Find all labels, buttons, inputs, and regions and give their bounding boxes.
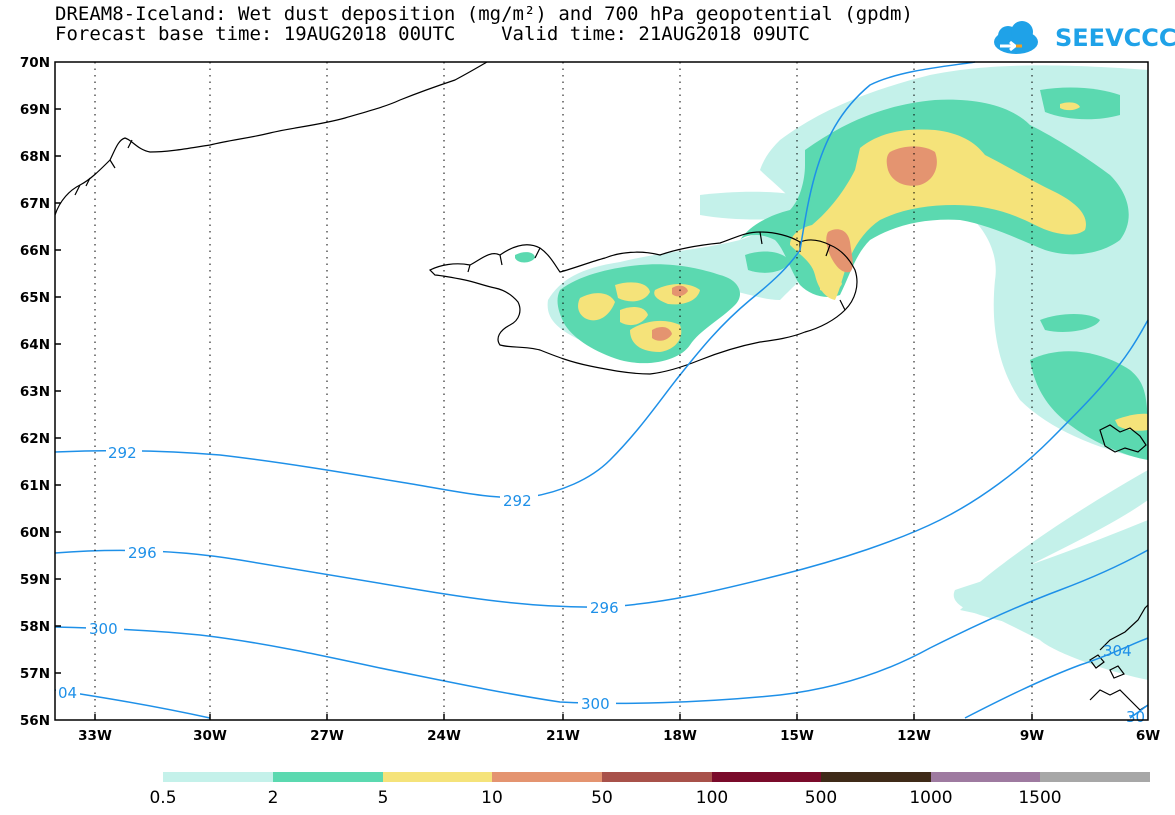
colorbar-label: 1500 bbox=[1018, 788, 1061, 808]
longitude-labels: 33W 30W 27W 24W 21W 18W 15W 12W 9W 6W bbox=[78, 728, 1160, 744]
contour-label: 30 bbox=[1126, 708, 1145, 726]
contour-label: 300 bbox=[581, 695, 610, 713]
geopotential-contours bbox=[54, 61, 1149, 719]
contour-label: 04 bbox=[58, 684, 77, 702]
contour-label: 296 bbox=[590, 599, 619, 617]
colorbar-swatch bbox=[1040, 772, 1150, 782]
colorbar-label: 10 bbox=[481, 788, 503, 808]
lon-label: 24W bbox=[427, 728, 461, 744]
contour-label: 292 bbox=[503, 492, 532, 510]
tick-marks bbox=[55, 108, 1033, 720]
lat-label: 56N bbox=[20, 713, 50, 729]
lon-label: 9W bbox=[1020, 728, 1044, 744]
lat-label: 58N bbox=[20, 619, 50, 635]
contour-labels: 292 292 296 296 300 300 04 304 30 bbox=[56, 443, 1145, 726]
lon-label: 30W bbox=[193, 728, 227, 744]
colorbar-label: 50 bbox=[591, 788, 613, 808]
colorbar-swatch bbox=[602, 772, 712, 782]
map-title: DREAM8-Iceland: Wet dust deposition (mg/… bbox=[55, 3, 913, 25]
colorbar-swatch bbox=[273, 772, 383, 782]
coastlines bbox=[54, 61, 1149, 711]
lat-label: 69N bbox=[20, 102, 50, 118]
colorbar-swatch bbox=[821, 772, 931, 782]
seevccc-logo bbox=[994, 21, 1038, 54]
colorbar-label: 0.5 bbox=[149, 788, 176, 808]
lat-label: 60N bbox=[20, 525, 50, 541]
forecast-times: Forecast base time: 19AUG2018 00UTC Vali… bbox=[55, 23, 810, 45]
lat-label: 57N bbox=[20, 666, 50, 682]
colorbar-swatch bbox=[383, 772, 492, 782]
lon-label: 6W bbox=[1136, 728, 1160, 744]
contour-label: 292 bbox=[108, 444, 137, 462]
lon-label: 15W bbox=[780, 728, 814, 744]
colorbar-swatch bbox=[712, 772, 821, 782]
lat-label: 66N bbox=[20, 243, 50, 259]
lat-label: 64N bbox=[20, 337, 50, 353]
lat-label: 61N bbox=[20, 478, 50, 494]
contour-label: 296 bbox=[128, 544, 157, 562]
contour-label: 304 bbox=[1103, 642, 1132, 660]
logo-text: SEEVCCC bbox=[1055, 24, 1175, 52]
colorbar-swatch bbox=[931, 772, 1040, 782]
lon-label: 33W bbox=[78, 728, 112, 744]
colorbar-label: 1000 bbox=[909, 788, 952, 808]
dust-deposition-shading bbox=[515, 65, 1148, 681]
lon-label: 18W bbox=[663, 728, 697, 744]
colorbar bbox=[163, 772, 1150, 782]
lon-label: 12W bbox=[897, 728, 931, 744]
lat-label: 67N bbox=[20, 196, 50, 212]
lat-label: 62N bbox=[20, 431, 50, 447]
lat-label: 63N bbox=[20, 384, 50, 400]
cloud-arrow-icon bbox=[994, 21, 1038, 54]
lat-label: 70N bbox=[20, 55, 50, 71]
colorbar-label: 100 bbox=[696, 788, 728, 808]
lon-label: 27W bbox=[310, 728, 344, 744]
colorbar-label: 500 bbox=[805, 788, 837, 808]
latitude-labels: 70N 69N 68N 67N 66N 65N 64N 63N 62N 61N … bbox=[20, 55, 50, 729]
contour-label: 300 bbox=[89, 620, 118, 638]
lat-label: 65N bbox=[20, 290, 50, 306]
colorbar-labels: 0.5 2 5 10 50 100 500 1000 1500 bbox=[149, 788, 1061, 808]
lon-label: 21W bbox=[546, 728, 580, 744]
colorbar-swatch bbox=[163, 772, 273, 782]
colorbar-label: 2 bbox=[268, 788, 279, 808]
lat-label: 68N bbox=[20, 149, 50, 165]
colorbar-swatch bbox=[492, 772, 602, 782]
colorbar-label: 5 bbox=[378, 788, 389, 808]
lat-label: 59N bbox=[20, 572, 50, 588]
